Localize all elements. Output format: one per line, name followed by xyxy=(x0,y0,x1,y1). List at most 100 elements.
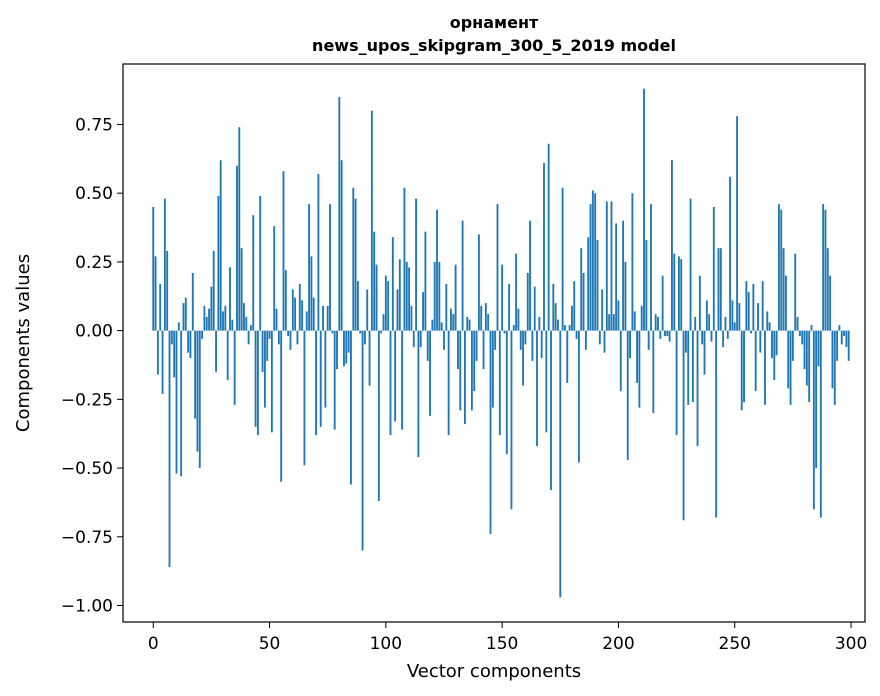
bar xyxy=(489,330,492,535)
bar xyxy=(396,289,399,331)
bar xyxy=(519,330,522,350)
chart-title: орнамент xyxy=(450,13,539,32)
x-tick-label: 50 xyxy=(259,634,281,654)
bar xyxy=(459,330,462,411)
bar xyxy=(605,201,608,331)
bar xyxy=(573,281,576,331)
bar xyxy=(778,204,780,331)
bar xyxy=(731,300,734,331)
bar xyxy=(394,330,397,422)
bar xyxy=(843,330,845,337)
bar xyxy=(177,322,180,331)
bar xyxy=(352,187,355,331)
bar xyxy=(424,231,427,331)
bar xyxy=(296,330,299,345)
bar xyxy=(222,311,224,331)
bar xyxy=(738,303,741,331)
bar xyxy=(431,319,434,331)
bar xyxy=(550,330,552,491)
bar xyxy=(398,259,401,331)
bar xyxy=(710,330,713,342)
bar xyxy=(794,253,797,331)
bar xyxy=(391,237,394,331)
bar xyxy=(733,322,736,331)
bar xyxy=(566,330,569,383)
bar xyxy=(303,330,306,466)
bar xyxy=(750,330,752,334)
bar xyxy=(601,289,604,331)
bar xyxy=(696,330,699,447)
bar xyxy=(173,330,176,378)
bar xyxy=(229,267,231,331)
bar xyxy=(615,223,618,331)
bar xyxy=(338,96,341,331)
bar xyxy=(638,330,641,408)
bar xyxy=(701,330,704,345)
bar xyxy=(163,198,166,331)
bar xyxy=(380,330,383,334)
bar xyxy=(538,316,541,331)
bar xyxy=(533,286,536,331)
bar xyxy=(552,283,555,331)
bar xyxy=(289,330,292,350)
bar xyxy=(677,256,680,331)
bar xyxy=(591,190,594,331)
bar xyxy=(515,253,518,331)
bar xyxy=(657,316,659,331)
bar xyxy=(647,330,650,350)
bar xyxy=(559,330,562,598)
bar xyxy=(340,160,343,331)
bar xyxy=(691,330,694,403)
bar xyxy=(259,195,262,331)
bar xyxy=(752,283,755,331)
bar xyxy=(175,330,178,474)
bar xyxy=(819,330,822,518)
bar xyxy=(422,292,424,331)
bar xyxy=(336,330,338,370)
bar xyxy=(331,330,334,334)
bar xyxy=(582,272,585,331)
bar xyxy=(384,275,387,331)
y-tick-label: −1.00 xyxy=(61,597,113,617)
bar xyxy=(780,209,783,331)
bar xyxy=(231,319,234,331)
bar xyxy=(245,316,248,331)
bar xyxy=(224,305,227,331)
bar xyxy=(261,330,264,372)
bar xyxy=(182,303,185,331)
x-tick-label: 200 xyxy=(602,634,634,654)
bar xyxy=(652,330,655,414)
bar xyxy=(824,209,827,331)
chart-subtitle: news_upos_skipgram_300_5_2019 model xyxy=(312,36,676,55)
bar xyxy=(822,204,825,331)
bar xyxy=(291,289,294,331)
bar xyxy=(766,311,769,331)
bar xyxy=(726,330,729,339)
bar xyxy=(443,330,445,350)
bar xyxy=(577,330,580,463)
bar xyxy=(368,330,371,386)
bar xyxy=(805,330,808,386)
bar xyxy=(345,330,348,364)
y-axis-label: Components values xyxy=(13,254,34,432)
y-tick-label: −0.25 xyxy=(61,390,113,410)
bar xyxy=(512,325,515,331)
bar xyxy=(247,330,250,345)
bar xyxy=(659,330,662,339)
bar xyxy=(270,330,273,433)
bar xyxy=(210,286,213,331)
bar xyxy=(273,226,276,331)
bar xyxy=(161,330,164,394)
bar xyxy=(712,206,715,331)
bar xyxy=(298,283,301,331)
bar xyxy=(775,330,778,356)
bar xyxy=(359,330,362,334)
bar xyxy=(452,314,455,331)
bar xyxy=(419,330,422,348)
bar xyxy=(324,330,327,408)
bar xyxy=(373,231,376,331)
bar xyxy=(491,330,494,408)
bar xyxy=(333,330,336,430)
bar xyxy=(387,281,390,331)
bar xyxy=(610,201,613,331)
